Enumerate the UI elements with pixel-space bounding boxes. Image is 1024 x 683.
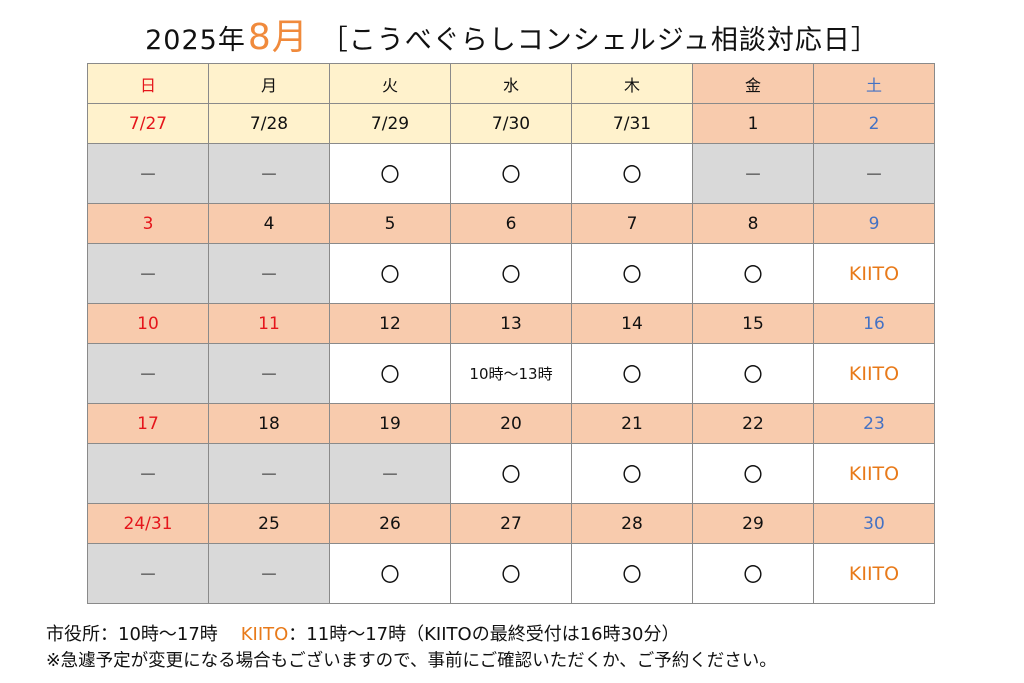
availability-cell: － [208,243,330,304]
page-title: 2025年 8月 ［こうべぐらしコンシェルジュ相談対応日］ [0,8,1024,58]
kiito-label: KIITO [240,624,289,645]
availability-cell: － [87,443,209,504]
availability-cell: － [208,543,330,604]
availability-cell: 〇 [692,443,814,504]
date-cell: 1 [692,103,814,144]
date-cell: 7/29 [329,103,451,144]
date-cell: 10 [87,303,209,344]
date-cell: 26 [329,503,451,544]
availability-cell: KIITO [813,243,935,304]
availability-cell: 〇 [450,143,572,204]
date-cell: 18 [208,403,330,444]
date-cell: 24/31 [87,503,209,544]
availability-cell: － [208,143,330,204]
availability-cell: － [692,143,814,204]
availability-cell: － [87,343,209,404]
availability-cell: 〇 [329,243,451,304]
availability-cell: － [87,543,209,604]
availability-cell: 〇 [571,143,693,204]
title-year: 2025年 [145,25,246,56]
footer-note: ※急遽予定が変更になる場合もございますので、事前にご確認いただくか、ご予約くださ… [46,651,777,671]
availability-cell: 〇 [329,343,451,404]
availability-cell: 〇 [571,343,693,404]
date-cell: 25 [208,503,330,544]
date-cell: 28 [571,503,693,544]
availability-cell: － [87,243,209,304]
availability-cell: 〇 [329,143,451,204]
availability-cell: 〇 [571,443,693,504]
date-cell: 30 [813,503,935,544]
weekday-header: 金 [692,63,814,104]
date-cell: 23 [813,403,935,444]
availability-cell: － [208,443,330,504]
availability-cell: 〇 [329,543,451,604]
date-row: 7/27 7/28 7/29 7/30 7/31 1 2 [87,103,935,144]
availability-cell: 〇 [692,543,814,604]
date-cell: 12 [329,303,451,344]
availability-row: －－〇〇〇〇 KIITO [87,543,935,604]
availability-cell: － [329,443,451,504]
availability-cell: KIITO [813,443,935,504]
title-subtitle: ［こうべぐらしコンシェルジュ相談対応日］ [320,25,879,56]
date-cell: 7/27 [87,103,209,144]
weekday-header: 土 [813,63,935,104]
availability-cell: － [87,143,209,204]
availability-cell: 〇 [450,243,572,304]
date-cell: 7/31 [571,103,693,144]
date-cell: 17 [87,403,209,444]
availability-cell: － [813,143,935,204]
weekday-header: 日 [87,63,209,104]
weekday-header-row: 日月火水木金土 [87,63,935,104]
date-cell: 14 [571,303,693,344]
weekday-header: 水 [450,63,572,104]
date-cell: 7 [571,203,693,244]
date-cell: 5 [329,203,451,244]
date-cell: 16 [813,303,935,344]
availability-cell: 10時～13時 [450,343,572,404]
date-cell: 3 [87,203,209,244]
calendar-table: 日月火水木金土 7/27 7/28 7/29 7/30 7/31 1 2 －－〇〇〇－－ 3 4 5 6… [87,63,935,604]
availability-cell: 〇 [571,243,693,304]
date-cell: 20 [450,403,572,444]
date-row: 24/31 25 26 27 28 29 30 [87,503,935,544]
date-cell: 2 [813,103,935,144]
date-cell: 13 [450,303,572,344]
date-cell: 11 [208,303,330,344]
footer-hours: 市役所：10時～17時 KIITO：11時～17時（KIITOの最終受付は16時… [46,620,680,646]
availability-cell: KIITO [813,543,935,604]
availability-cell: 〇 [692,243,814,304]
date-cell: 8 [692,203,814,244]
availability-row: －－〇〇〇－－ [87,143,935,204]
date-cell: 7/28 [208,103,330,144]
date-cell: 21 [571,403,693,444]
date-cell: 9 [813,203,935,244]
weekday-header: 木 [571,63,693,104]
weekday-header: 月 [208,63,330,104]
date-cell: 29 [692,503,814,544]
date-cell: 6 [450,203,572,244]
kiito-hours: ：11時～17時（KIITOの最終受付は16時30分） [288,624,680,645]
date-cell: 15 [692,303,814,344]
city-hall-hours: 市役所：10時～17時 [46,624,218,645]
availability-cell: － [208,343,330,404]
weekday-header: 火 [329,63,451,104]
availability-cell: 〇 [450,543,572,604]
availability-cell: 〇 [692,343,814,404]
date-cell: 22 [692,403,814,444]
availability-cell: 〇 [450,443,572,504]
availability-row: －－－〇〇〇 KIITO [87,443,935,504]
availability-row: －－〇〇〇〇 KIITO [87,243,935,304]
date-cell: 27 [450,503,572,544]
date-cell: 7/30 [450,103,572,144]
title-month: 8月 [247,17,309,58]
date-cell: 19 [329,403,451,444]
availability-row: －－〇 10時～13時〇〇 KIITO [87,343,935,404]
date-row: 10 11 12 13 14 15 16 [87,303,935,344]
date-row: 17 18 19 20 21 22 23 [87,403,935,444]
availability-cell: KIITO [813,343,935,404]
availability-cell: 〇 [571,543,693,604]
date-cell: 4 [208,203,330,244]
